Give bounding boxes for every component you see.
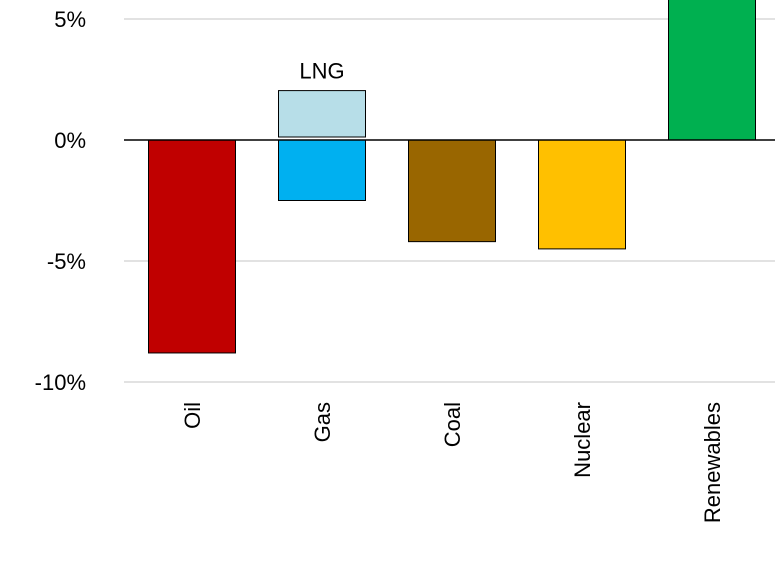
y-tick-label: -5%: [47, 249, 86, 274]
annotation-lng: LNG: [299, 59, 344, 84]
y-tick-label: 5%: [54, 7, 86, 32]
bar-renewables: [668, 0, 756, 141]
bars: [148, 0, 756, 354]
category-label-renewables: Renewables: [700, 402, 725, 523]
bar-lng: [278, 90, 366, 138]
category-label-oil: Oil: [180, 402, 205, 429]
category-label-gas: Gas: [310, 402, 335, 442]
y-tick-label: -10%: [35, 370, 86, 395]
bar-coal: [408, 139, 496, 243]
y-axis-tick-labels: 5% 0% -5% -10%: [35, 7, 86, 395]
annotations: LNG: [299, 59, 344, 84]
bar-gas: [278, 139, 366, 201]
x-axis-category-labels: Oil Gas Coal Nuclear Renewables: [180, 402, 725, 523]
bar-nuclear: [538, 139, 626, 250]
category-label-nuclear: Nuclear: [570, 402, 595, 478]
category-label-coal: Coal: [440, 402, 465, 447]
y-tick-label: 0%: [54, 128, 86, 153]
bar-oil: [148, 139, 236, 354]
